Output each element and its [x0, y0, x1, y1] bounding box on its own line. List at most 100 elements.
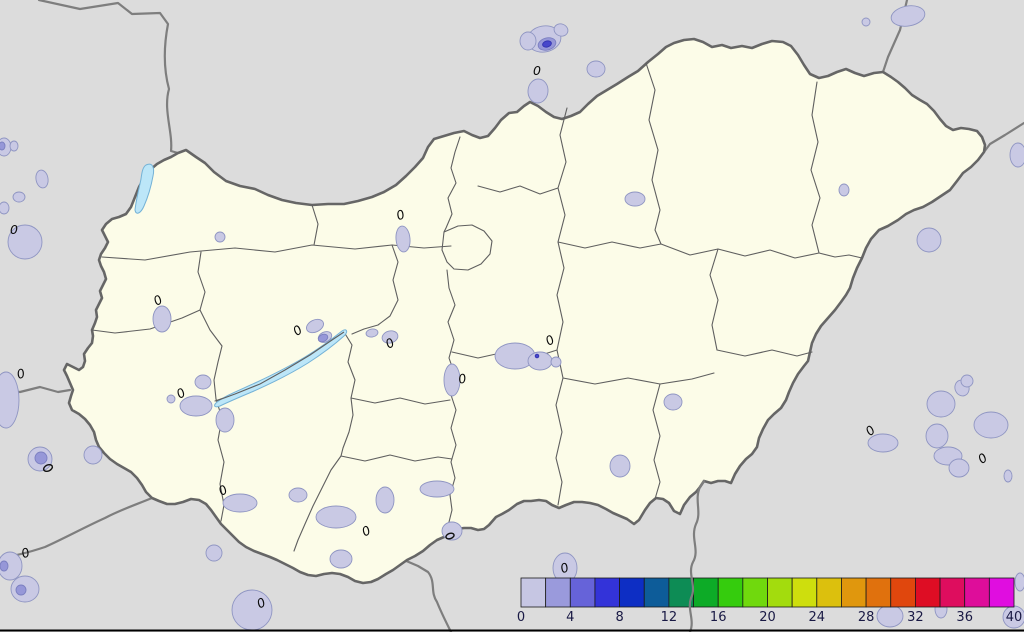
county-line-vas-zala — [91, 309, 201, 334]
precip-patch — [925, 423, 949, 449]
precip-patch — [329, 549, 353, 569]
precip-patch — [586, 60, 606, 78]
precip-patch — [926, 390, 956, 418]
lake-ferto — [134, 163, 155, 214]
precip-patch — [194, 374, 212, 390]
legend-tick-label: 24 — [809, 610, 826, 625]
legend-cell — [816, 577, 842, 608]
precip-patch — [0, 551, 23, 581]
precip-patch — [288, 487, 308, 503]
precip-patch — [890, 5, 926, 27]
legend-tick-label: 36 — [956, 610, 973, 625]
border-river-serbia — [688, 479, 706, 632]
precipitation-patches — [0, 5, 1024, 631]
county-line-borsod-szabolcs — [810, 81, 821, 254]
county-line-szabolcs-hajdu — [818, 252, 863, 259]
county-line-somogy-east — [293, 331, 356, 552]
county-line-through-balaton — [215, 331, 345, 402]
legend-cell — [520, 577, 547, 608]
precip-patch — [317, 333, 329, 343]
county-line-fejer-tolna — [350, 397, 451, 405]
county-line-komarom-fejer — [351, 244, 399, 335]
legend-cell — [643, 577, 670, 608]
precip-patch — [542, 40, 552, 48]
county-line-hajdu-jasz — [709, 248, 719, 351]
precip-patch — [419, 480, 455, 498]
precip-patch — [7, 224, 43, 260]
county-line-csongrad-bekes — [652, 383, 661, 500]
legend-cell — [767, 577, 793, 608]
precip-patch — [861, 17, 871, 27]
county-line-borsod-south — [660, 243, 820, 259]
zero-contour-ring — [42, 463, 54, 473]
county-borders — [91, 62, 863, 552]
legend-cell — [619, 577, 645, 608]
border-croatia-slovenia — [0, 496, 154, 560]
legend-cell — [791, 577, 818, 608]
lake-balaton — [214, 329, 348, 408]
precip-patch — [867, 433, 899, 453]
precip-patch — [443, 363, 461, 397]
precip-patch — [534, 353, 540, 359]
legend-tick-label: 4 — [566, 610, 574, 625]
precip-patch — [34, 451, 48, 465]
precip-patch — [553, 23, 569, 37]
zero-contour-rings — [42, 463, 455, 540]
county-line-hajdu-bekes — [716, 349, 813, 357]
legend-cell — [841, 577, 867, 608]
precip-patch — [306, 318, 324, 334]
border-ukraine-romania — [982, 121, 1024, 154]
precip-patch — [948, 458, 970, 478]
legend-cell — [915, 577, 941, 608]
legend-tick-label: 12 — [661, 610, 678, 625]
border-austria-slovakia — [37, 0, 180, 155]
precip-patch — [214, 231, 226, 243]
precip-patch — [205, 544, 223, 562]
precip-patch — [916, 227, 942, 253]
county-line-danube-south — [446, 269, 457, 536]
legend-tick-label: 8 — [615, 610, 623, 625]
precip-patch — [152, 305, 172, 333]
precip-patch — [550, 356, 562, 368]
county-line-pest-east — [556, 107, 568, 351]
legend-tick-label: 16 — [710, 610, 727, 625]
legend-cell — [939, 577, 966, 608]
legend-tick-label: 0 — [517, 610, 525, 625]
precip-patch — [1009, 142, 1024, 168]
border-danube-croatia-serbia — [402, 558, 453, 632]
precip-patch — [83, 445, 103, 465]
legend-cell — [569, 577, 596, 608]
precip-patch — [315, 505, 357, 529]
legend-tick-label: 40 — [1006, 610, 1023, 625]
precip-patch — [12, 191, 26, 203]
precip-patch — [663, 393, 683, 411]
map-frame-bottom-line — [0, 629, 1024, 632]
colorbar-legend: 0 4 8 12 16 20 24 28 32 36 40 — [517, 577, 1023, 625]
legend-cell — [988, 577, 1015, 608]
precip-patch — [609, 454, 631, 478]
precip-patch — [1014, 572, 1024, 592]
precip-patch — [876, 604, 904, 628]
precip-patch — [381, 330, 399, 344]
legend-cell — [742, 577, 768, 608]
lakes — [134, 163, 348, 408]
precip-patch — [527, 78, 549, 104]
county-line-heves-borsod — [645, 62, 662, 245]
legend-tick-label: 20 — [759, 610, 776, 625]
precip-patch — [0, 141, 6, 151]
precip-patch — [15, 584, 27, 596]
precip-patch — [395, 225, 411, 253]
county-line-zala-veszprem — [197, 251, 223, 400]
precip-patch — [9, 140, 19, 152]
precip-patch — [365, 328, 379, 338]
precip-patch — [231, 589, 273, 631]
precip-patch — [973, 411, 1009, 439]
legend-cell — [890, 577, 916, 608]
zero-contour-label: 0 — [10, 222, 18, 237]
precip-patch — [1003, 469, 1013, 483]
precip-patch — [166, 394, 176, 404]
county-line-danube-north — [443, 136, 461, 233]
precip-patch — [179, 395, 213, 417]
precip-patch — [0, 560, 9, 572]
